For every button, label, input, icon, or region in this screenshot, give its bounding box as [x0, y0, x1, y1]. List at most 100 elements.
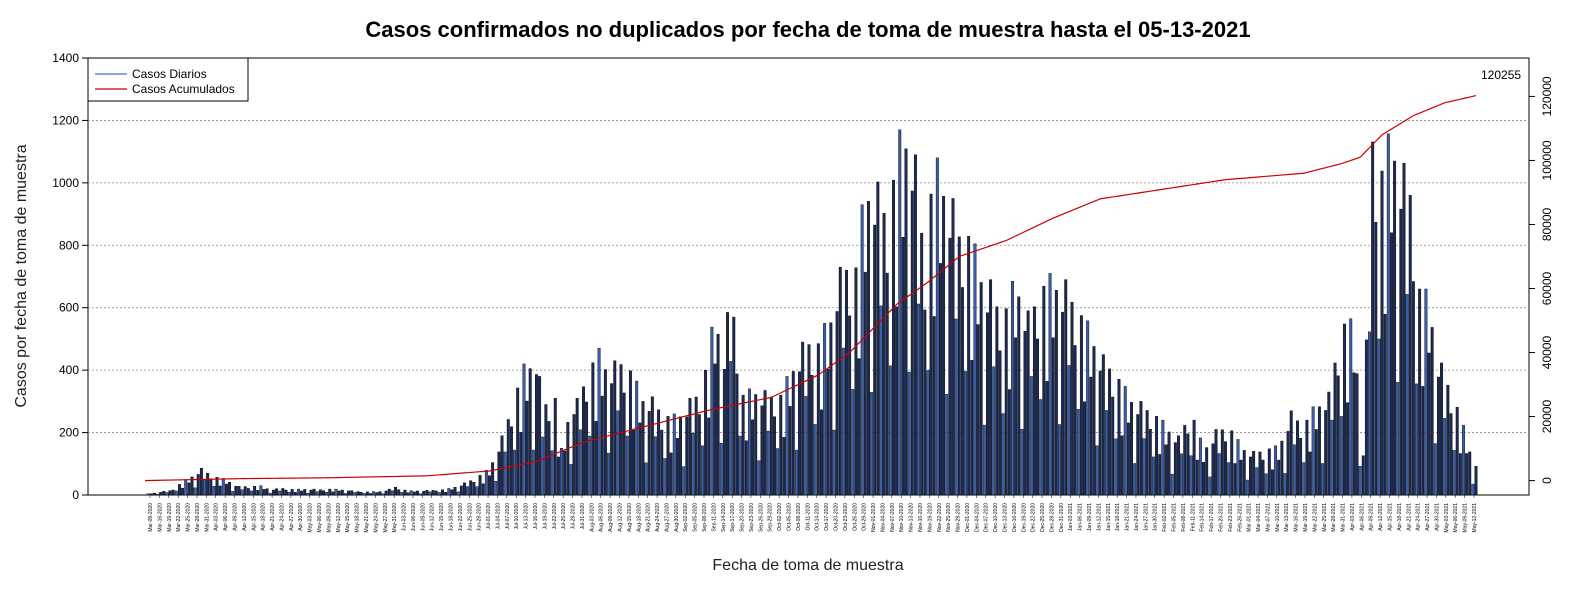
daily-bar — [1358, 466, 1362, 496]
x-date-label: Sep-14-2020 — [721, 503, 727, 532]
daily-bar — [779, 394, 783, 496]
daily-bar — [838, 266, 842, 496]
daily-bar — [992, 366, 996, 496]
daily-bar — [1371, 141, 1375, 496]
daily-bar — [939, 263, 942, 496]
daily-bar — [744, 440, 748, 496]
daily-bar — [1296, 420, 1299, 496]
x-date-label: Jul-22-2020 — [552, 503, 558, 530]
daily-bar — [1317, 406, 1321, 496]
daily-bar — [428, 491, 432, 496]
x-date-label: Feb-26-2021 — [1237, 503, 1243, 532]
daily-bar — [1286, 431, 1290, 496]
x-date-label: Dec-25-2020 — [1040, 503, 1046, 532]
daily-bar — [1039, 399, 1043, 496]
daily-bar — [973, 243, 977, 496]
daily-bar — [1139, 401, 1143, 496]
x-date-label: Sep-17-2020 — [730, 503, 736, 532]
daily-bar — [491, 462, 495, 496]
daily-bar — [841, 347, 845, 496]
daily-bar — [199, 467, 203, 496]
x-date-label: Apr-03-2020 — [214, 503, 220, 531]
x-date-label: Aug-06-2020 — [599, 503, 605, 532]
x-date-label: Jun-03-2020 — [402, 503, 408, 531]
x-date-label: Aug-03-2020 — [589, 503, 595, 532]
daily-bar — [1346, 402, 1350, 496]
daily-bar — [691, 433, 695, 496]
daily-bar — [697, 414, 701, 496]
daily-bar — [1361, 455, 1365, 496]
y-tick-label: 1200 — [52, 113, 79, 127]
daily-bar — [1195, 459, 1199, 496]
daily-bar — [904, 148, 908, 496]
daily-bar — [196, 474, 200, 496]
daily-bar — [1436, 376, 1440, 496]
daily-bar — [1173, 442, 1177, 496]
x-date-label: Dec-01-2020 — [965, 503, 971, 532]
y-tick-label: 800 — [59, 238, 79, 252]
daily-bar — [256, 490, 260, 496]
daily-bar — [747, 388, 751, 496]
daily-bar — [1452, 450, 1456, 496]
daily-bar — [394, 487, 398, 496]
daily-bar — [1161, 419, 1165, 496]
daily-bar — [240, 489, 244, 496]
daily-bar — [1389, 232, 1393, 496]
daily-bar — [538, 376, 542, 496]
x-date-label: Oct-17-2020 — [824, 503, 830, 531]
daily-bar — [1252, 451, 1256, 496]
daily-bar — [1383, 314, 1387, 496]
x-date-label: May-03-2021 — [1444, 503, 1450, 533]
daily-bar — [1314, 429, 1318, 496]
daily-bar — [1011, 280, 1014, 496]
daily-bar — [187, 482, 191, 496]
daily-bar — [585, 401, 589, 496]
daily-bar — [356, 491, 360, 496]
daily-bar — [262, 489, 266, 496]
daily-bar — [888, 365, 892, 496]
daily-bar — [1249, 456, 1252, 496]
daily-bar — [1302, 462, 1306, 496]
y-axis-right: 0 20000 40000 60000 80000 100000 120000 — [1529, 76, 1554, 484]
daily-bar — [813, 424, 817, 496]
cumulative-end-label: 120255 — [1481, 68, 1521, 82]
daily-bar — [1111, 396, 1115, 496]
daily-bar — [441, 489, 444, 496]
cumulative-line — [144, 95, 1477, 482]
daily-bar — [228, 482, 232, 496]
daily-bar — [1224, 441, 1227, 496]
x-date-label: May-18-2020 — [355, 503, 361, 533]
daily-bar — [663, 458, 667, 496]
x-date-label: Dec-28-2020 — [1049, 503, 1055, 532]
x-date-label: Aug-30-2020 — [674, 503, 680, 532]
x-date-label: Nov-07-2020 — [890, 503, 896, 532]
daily-bar — [1067, 365, 1071, 496]
daily-bar — [885, 272, 889, 496]
daily-bar — [823, 323, 827, 496]
daily-bar — [390, 490, 394, 496]
daily-bar — [1239, 459, 1243, 496]
daily-bar — [1258, 451, 1262, 496]
daily-bar — [419, 493, 423, 496]
daily-bar — [776, 448, 780, 496]
daily-bar — [1440, 362, 1444, 496]
daily-bar — [873, 224, 877, 496]
daily-bar — [970, 359, 974, 496]
daily-bar — [1227, 462, 1231, 496]
daily-bar — [951, 198, 955, 496]
daily-bar — [459, 485, 463, 496]
daily-bar — [1349, 318, 1353, 496]
daily-bar — [165, 492, 169, 496]
x-date-label: Sep-23-2020 — [749, 503, 755, 532]
daily-bar — [741, 394, 745, 496]
daily-bar — [1393, 160, 1397, 496]
daily-bar — [215, 477, 219, 496]
daily-bar — [362, 493, 366, 496]
daily-bar — [1474, 466, 1478, 496]
daily-bar — [594, 421, 598, 496]
daily-bar — [528, 368, 532, 496]
daily-bar — [1352, 372, 1356, 496]
daily-bar — [146, 493, 150, 496]
x-date-label: Jul-13-2020 — [524, 503, 530, 530]
